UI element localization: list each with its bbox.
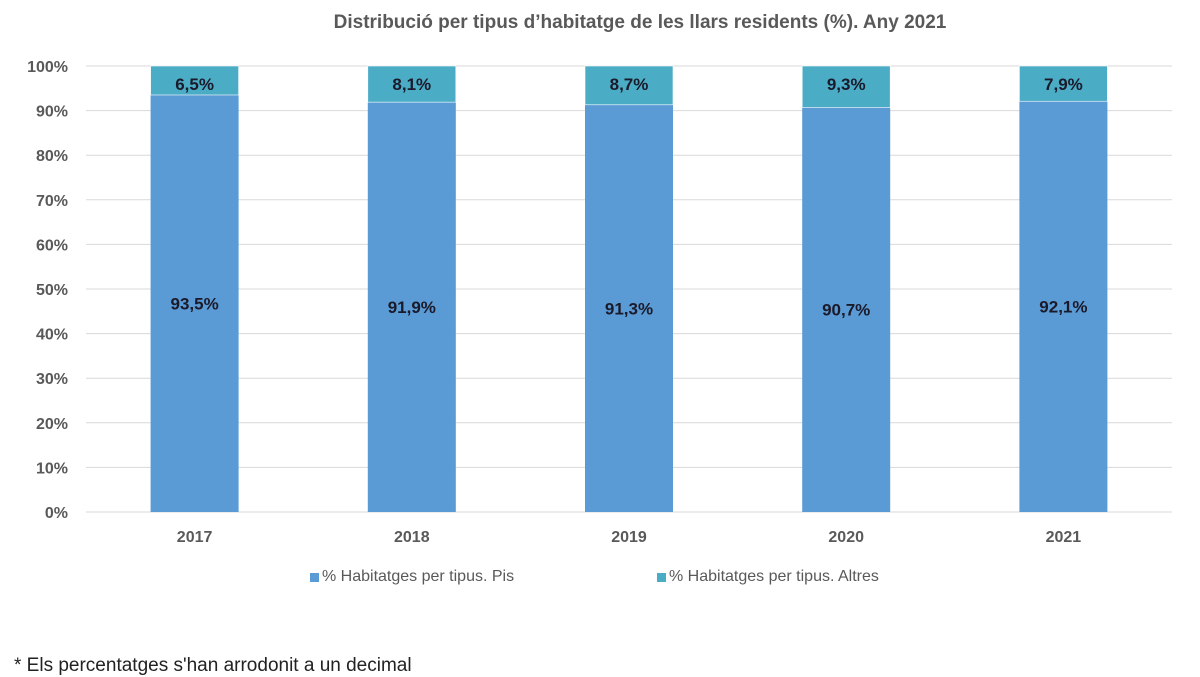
- bar-altres: [584, 65, 674, 106]
- y-tick-label: 30%: [36, 371, 68, 388]
- x-tick-label: 2018: [394, 529, 430, 546]
- legend-swatch-altres: [657, 572, 666, 582]
- legend-item-altres: % Habitatges per tipus. Altres: [657, 568, 879, 586]
- y-tick-label: 50%: [36, 282, 68, 299]
- legend-label-pis: % Habitatges per tipus. Pis: [322, 568, 515, 585]
- data-label: 91,9%: [388, 298, 436, 317]
- bar-pis: [150, 94, 239, 513]
- data-label: 92,1%: [1039, 298, 1087, 317]
- bar-altres: [801, 65, 891, 108]
- data-label: 93,5%: [170, 294, 218, 313]
- bar-pis: [1019, 101, 1108, 512]
- data-label: 8,7%: [610, 75, 649, 94]
- legend-swatch-pis: [310, 572, 319, 582]
- y-tick-label: 40%: [36, 327, 68, 344]
- y-tick-label: 70%: [36, 193, 68, 210]
- y-tick-label: 90%: [36, 104, 68, 121]
- y-tick-label: 10%: [36, 460, 68, 477]
- bar-altres: [150, 65, 239, 96]
- data-label: 9,3%: [827, 75, 866, 94]
- bar-pis: [802, 107, 891, 512]
- x-tick-label: 2019: [611, 529, 647, 546]
- legend-label-altres: % Habitatges per tipus. Altres: [669, 568, 879, 585]
- footnote: * Els percentatges s'han arrodonit a un …: [14, 655, 412, 676]
- legend-item-pis: % Habitatges per tipus. Pis: [310, 568, 514, 586]
- y-tick-label: 80%: [36, 148, 68, 165]
- chart-title: Distribució per tipus d’habitatge de les…: [333, 12, 947, 33]
- bar-pis: [367, 102, 456, 512]
- bar-pis: [585, 104, 673, 512]
- y-tick-label: 20%: [36, 416, 68, 433]
- y-tick-label: 0%: [45, 505, 68, 522]
- data-label: 90,7%: [822, 301, 870, 320]
- x-tick-label: 2017: [177, 529, 213, 546]
- y-tick-label: 60%: [36, 237, 68, 254]
- bar-altres: [367, 65, 457, 103]
- bar-altres: [1019, 65, 1108, 102]
- data-label: 6,5%: [175, 75, 214, 94]
- y-tick-label: 100%: [27, 59, 68, 76]
- data-label: 7,9%: [1044, 75, 1083, 94]
- data-label: 8,1%: [392, 75, 431, 94]
- x-tick-label: 2021: [1046, 529, 1082, 546]
- data-label: 91,3%: [605, 299, 653, 318]
- x-tick-label: 2020: [828, 529, 864, 546]
